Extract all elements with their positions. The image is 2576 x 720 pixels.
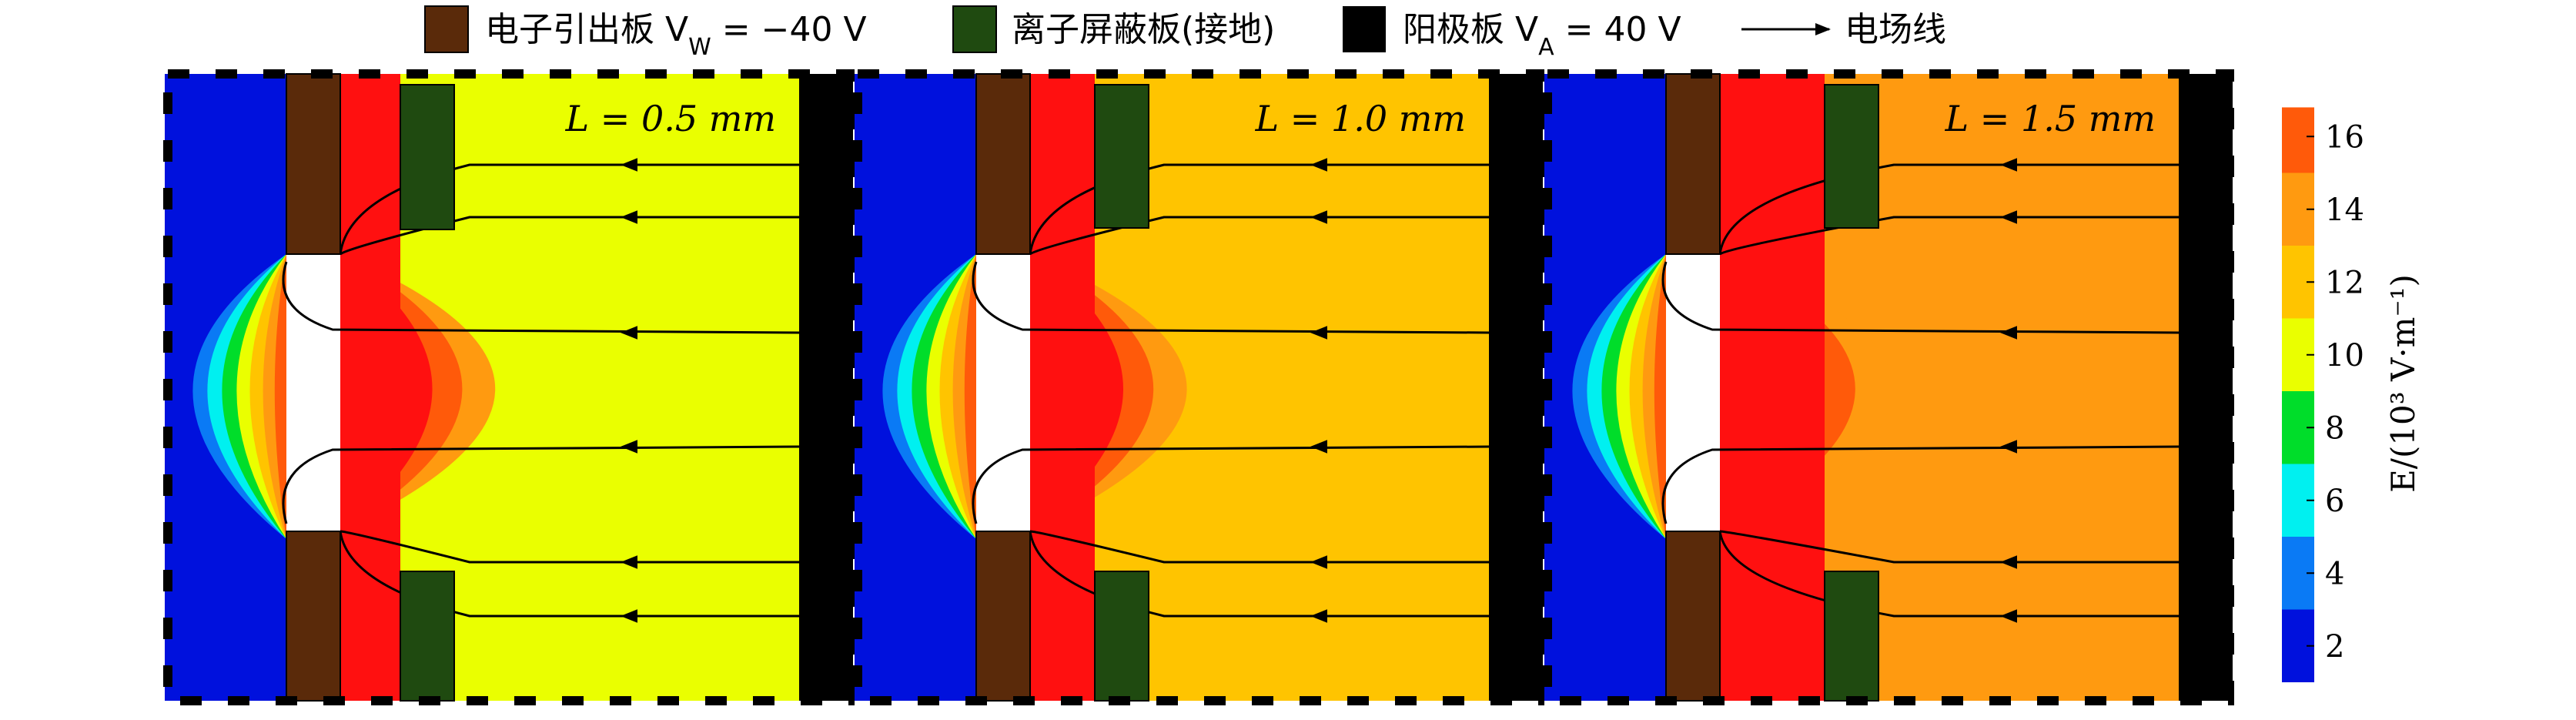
- anode: [1489, 74, 1543, 701]
- electrode-bottom: [286, 531, 341, 702]
- field-line-4: [1661, 445, 2180, 524]
- legend-item-electrode: 电子引出板 VW = −40 V: [485, 10, 867, 61]
- colorbar-title: E/(10³ V·m⁻¹): [2384, 274, 2422, 493]
- panel-frame: [163, 69, 855, 705]
- contour-arc-6: [274, 254, 286, 539]
- legend-swatch-anode: [1343, 6, 1386, 52]
- panel-1: L = 0.5 mm: [163, 69, 855, 705]
- electrode-bottom: [1665, 531, 1721, 702]
- colorbar-tick-label-4: 4: [2325, 556, 2344, 591]
- field-line-3: [972, 261, 1490, 334]
- electrode-top: [1665, 73, 1721, 255]
- colorbar-tick-label-10: 10: [2325, 338, 2364, 373]
- field-contours: [855, 74, 1489, 701]
- colorbar-tick-label-16: 16: [2325, 119, 2364, 155]
- panel-label-3: L = 1.5 mm: [1945, 98, 2156, 139]
- panel-frame: [853, 69, 1544, 705]
- shield-top: [1094, 84, 1149, 229]
- field-line-4: [972, 445, 1490, 524]
- heatmap-panels: L = 0.5 mm L = 1.0 mm L = 1.5 mm: [163, 69, 2234, 705]
- shield-top: [400, 84, 455, 230]
- panel-2: L = 1.0 mm: [853, 69, 1544, 705]
- field-contours: [165, 74, 799, 701]
- field-line-5: [1029, 530, 1489, 564]
- anode: [2179, 74, 2233, 701]
- contour-arc-6: [1654, 254, 1666, 539]
- contour-gap: [1720, 74, 1825, 701]
- field-contours: [1544, 74, 2179, 701]
- contour-gap: [340, 74, 400, 701]
- panel-3: L = 1.5 mm: [1543, 69, 2234, 705]
- legend-swatch-shield: [952, 5, 997, 53]
- shield-bottom: [1824, 571, 1879, 702]
- anode: [799, 74, 853, 701]
- panel-label-2: L = 1.0 mm: [1255, 98, 1466, 139]
- legend-swatch-electrode: [424, 5, 469, 53]
- legend-item-shield: 离子屏蔽板(接地): [1012, 10, 1275, 49]
- colorbar-tick-label-12: 12: [2325, 265, 2364, 300]
- field-line-2: [1029, 216, 1489, 256]
- legend-item-anode: 阳极板 VA = 40 V: [1403, 10, 1681, 61]
- field-line-4: [282, 445, 800, 524]
- colorbar-tick-label-8: 8: [2325, 410, 2344, 446]
- contour-gap: [1030, 74, 1095, 701]
- field-line-3: [1661, 261, 2180, 334]
- colorbar-band-8: [2282, 107, 2314, 173]
- contour-arc-6: [964, 254, 976, 539]
- electrode-bottom: [975, 531, 1031, 702]
- legend: 电子引出板 VW = −40 V 离子屏蔽板(接地) 阳极板 VA = 40 V…: [424, 5, 1946, 61]
- panel-label-1: L = 0.5 mm: [565, 98, 776, 139]
- shield-bottom: [400, 571, 455, 702]
- colorbar-tick-label-2: 2: [2325, 629, 2344, 665]
- colorbar-tick-label-6: 6: [2325, 484, 2344, 519]
- shield-bottom: [1094, 571, 1149, 702]
- colorbar-tick-label-14: 14: [2325, 193, 2364, 228]
- field-line-5: [1719, 530, 2179, 564]
- field-line-2: [340, 216, 799, 256]
- field-line-5: [340, 530, 799, 564]
- electrode-top: [975, 73, 1031, 255]
- electrode-top: [286, 73, 341, 255]
- panel-frame: [1543, 69, 2234, 705]
- colorbar: 2 4 6 8 10 12 14 16: [2282, 107, 2364, 682]
- field-line-3: [282, 261, 800, 334]
- legend-item-field-line: 电场线: [1845, 10, 1946, 49]
- shield-top: [1824, 84, 1879, 229]
